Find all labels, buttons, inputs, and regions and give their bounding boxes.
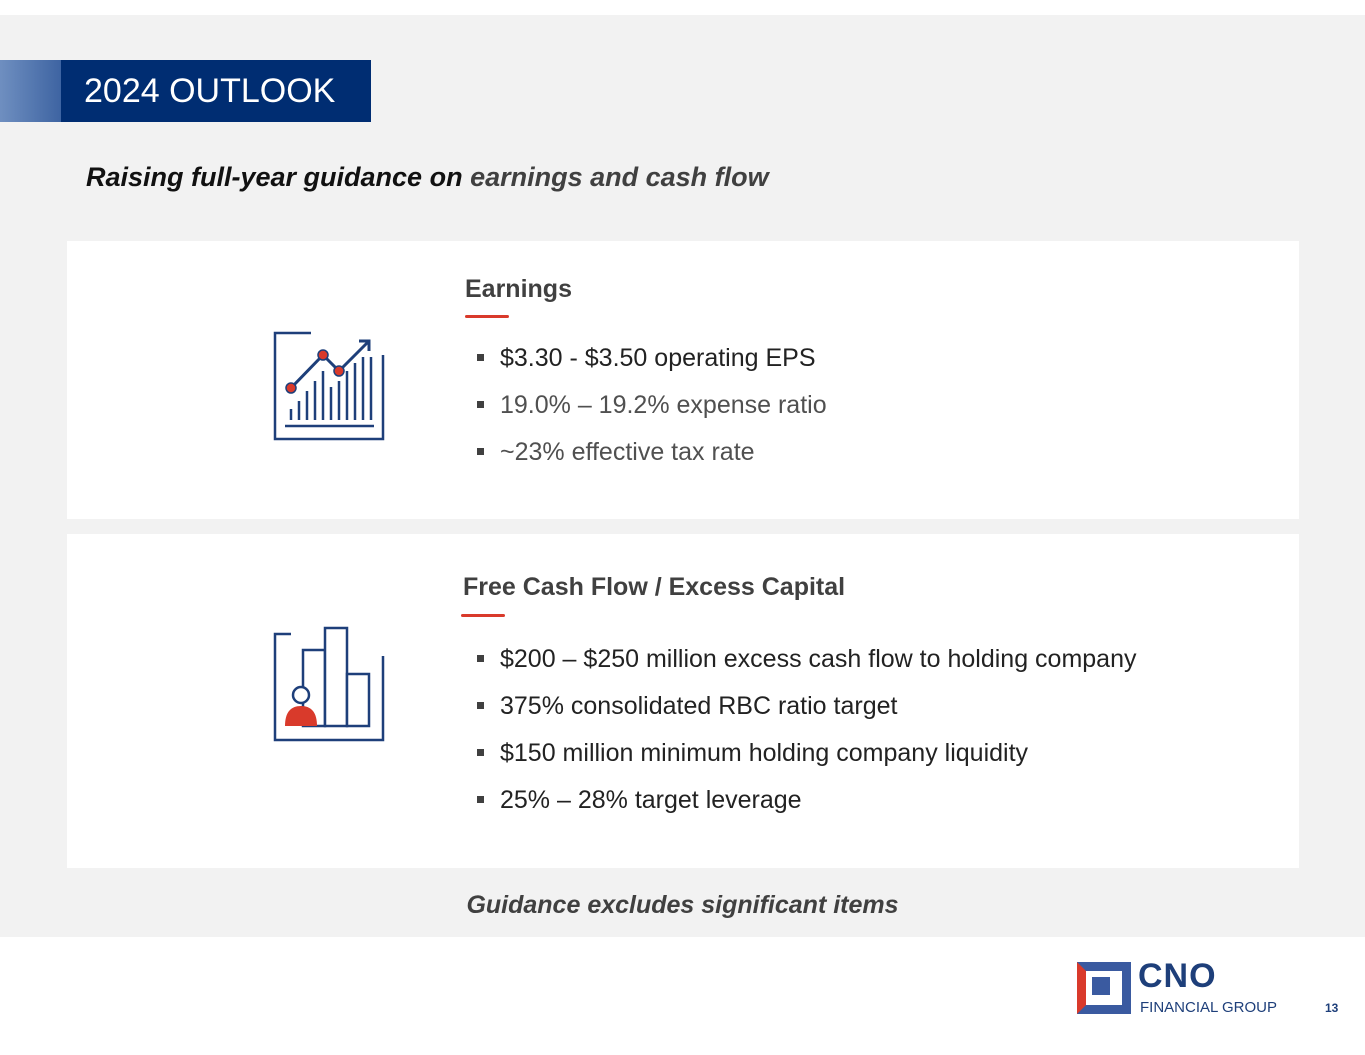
bullet-square-icon bbox=[477, 401, 484, 408]
bullet-square-icon bbox=[477, 749, 484, 756]
subtitle-highlight: earnings and cash flow bbox=[470, 162, 769, 192]
earnings-card: Earnings $3.30 - $3.50 operating EPS 19.… bbox=[67, 241, 1299, 519]
cash-flow-heading: Free Cash Flow / Excess Capital bbox=[463, 573, 846, 601]
list-item: $3.30 - $3.50 operating EPS bbox=[475, 343, 827, 390]
bullet-square-icon bbox=[477, 655, 484, 662]
heading-underline bbox=[465, 315, 509, 318]
subtitle-main: Raising full-year guidance on bbox=[86, 162, 471, 192]
bullet-square-icon bbox=[477, 354, 484, 361]
earnings-bullet-list: $3.30 - $3.50 operating EPS 19.0% – 19.2… bbox=[475, 343, 827, 484]
list-item: ~23% effective tax rate bbox=[475, 437, 827, 484]
subtitle: Raising full-year guidance on earnings a… bbox=[86, 162, 769, 193]
logo-name: CNO bbox=[1138, 957, 1217, 995]
company-logo: CNO FINANCIAL GROUP bbox=[1077, 957, 1282, 1016]
logo-tagline: FINANCIAL GROUP bbox=[1140, 999, 1277, 1016]
bullet-square-icon bbox=[477, 702, 484, 709]
bar-chart-person-icon bbox=[273, 626, 385, 742]
footer-note: Guidance excludes significant items bbox=[466, 891, 899, 919]
earnings-heading: Earnings bbox=[465, 275, 572, 303]
bullet-square-icon bbox=[477, 448, 484, 455]
logo-mark-icon bbox=[1077, 962, 1131, 1014]
cash-flow-card: Free Cash Flow / Excess Capital $200 – $… bbox=[67, 534, 1299, 868]
list-item: 19.0% – 19.2% expense ratio bbox=[475, 390, 827, 437]
page-number: 13 bbox=[1325, 1001, 1339, 1015]
list-item: 375% consolidated RBC ratio target bbox=[475, 691, 1137, 738]
list-item: $200 – $250 million excess cash flow to … bbox=[475, 644, 1137, 691]
heading-underline bbox=[461, 614, 505, 617]
list-item: 25% – 28% target leverage bbox=[475, 785, 1137, 832]
page-title: 2024 OUTLOOK bbox=[61, 60, 371, 122]
chart-growth-icon bbox=[273, 331, 385, 441]
title-accent-bar bbox=[0, 60, 61, 122]
bullet-square-icon bbox=[477, 796, 484, 803]
cash-flow-bullet-list: $200 – $250 million excess cash flow to … bbox=[475, 644, 1137, 832]
list-item: $150 million minimum holding company liq… bbox=[475, 738, 1137, 785]
